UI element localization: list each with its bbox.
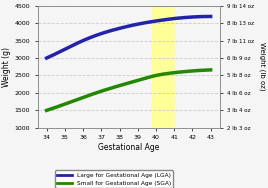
Y-axis label: Weight (lb oz): Weight (lb oz) (259, 42, 265, 91)
Bar (152, 6, 174, 128)
X-axis label: Gestational Age: Gestational Age (98, 143, 159, 152)
Y-axis label: Weight (g): Weight (g) (2, 47, 12, 87)
Legend: Large for Gestational Age (LGA), Small for Gestational Age (SGA): Large for Gestational Age (LGA), Small f… (55, 170, 173, 188)
